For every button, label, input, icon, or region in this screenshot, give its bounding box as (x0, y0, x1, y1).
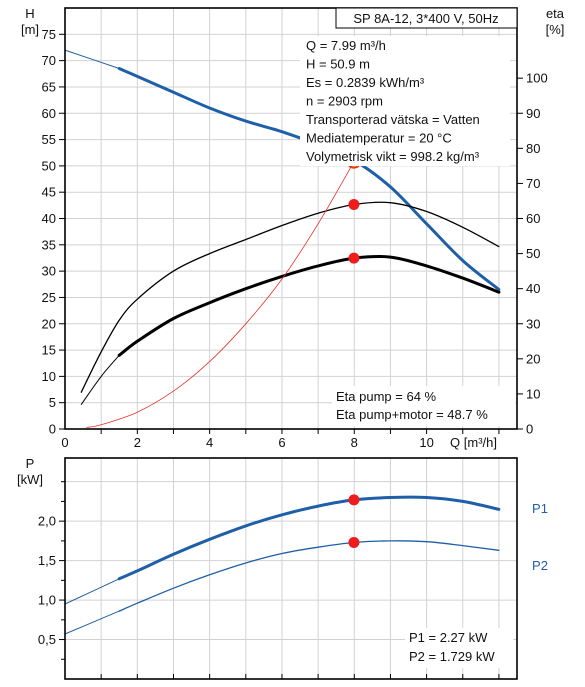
right-tick-label: 50 (526, 246, 540, 261)
eta-box (332, 386, 515, 426)
right-tick-label: 30 (526, 316, 540, 331)
left-tick-label: 15 (42, 343, 56, 358)
efficiency-info: Eta pump = 64 % Eta pump+motor = 48.7 % (336, 389, 488, 422)
power-axis-unit: [kW] (17, 472, 43, 487)
bottom-series (64, 494, 501, 635)
left-tick-label: 20 (42, 316, 56, 331)
top-series-line-4 (80, 354, 120, 405)
info-box (300, 36, 510, 166)
right-tick-label: 40 (526, 281, 540, 296)
legend-p1: P1 (532, 501, 548, 516)
right-tick-label: 60 (526, 211, 540, 226)
top-ticks: 0510152025303540455055606570750102030405… (42, 27, 548, 450)
duty-point-marker (348, 252, 360, 264)
left-tick-label: 40 (42, 211, 56, 226)
power-info: P1 = 2.27 kW P2 = 1.729 kW (409, 630, 495, 664)
power-series-line-3 (64, 610, 120, 635)
power-tick-label: 1,0 (38, 593, 56, 608)
right-tick-label: 0 (526, 422, 533, 437)
top-plot-frame (64, 7, 518, 430)
right-tick-label: 10 (526, 386, 540, 401)
top-series-line-3 (117, 254, 501, 357)
left-tick-label: 25 (42, 290, 56, 305)
duty-point-marker (348, 198, 360, 210)
power-point-marker (348, 494, 360, 506)
right-tick-label: 100 (526, 71, 548, 86)
right-tick-label: 90 (526, 106, 540, 121)
power-box (405, 628, 513, 668)
info-line: Transporterad vätska = Vatten (306, 112, 480, 127)
right-tick-label: 80 (526, 141, 540, 156)
left-tick-label: 30 (42, 264, 56, 279)
left-tick-label: 75 (42, 27, 56, 42)
left-tick-label: 70 (42, 53, 56, 68)
power-tick-label: 2,0 (38, 514, 56, 529)
power-series-line-0 (117, 495, 501, 581)
operating-point-info: Q = 7.99 m³/h H = 50.9 m Es = 0.2839 kWh/m… (306, 38, 480, 164)
bottom-ticks: 0,5 1,0 1,5 2,0 (38, 481, 500, 679)
x-tick-label: 2 (134, 435, 141, 450)
x-tick-label: 4 (206, 435, 213, 450)
x-tick-label: 0 (61, 435, 68, 450)
left-axis-label: H (25, 6, 34, 21)
power-line: P2 = 1.729 kW (409, 649, 495, 664)
chart-title: SP 8A-12, 3*400 V, 50Hz (353, 11, 498, 26)
left-tick-label: 10 (42, 369, 56, 384)
power-series-line-2 (118, 540, 500, 612)
left-tick-label: 50 (42, 158, 56, 173)
info-line: Mediatemperatur = 20 °C (306, 131, 452, 146)
power-series-line-1 (64, 578, 120, 605)
left-tick-label: 0 (49, 422, 56, 437)
top-series-line-5 (86, 160, 355, 428)
power-line: P1 = 2.27 kW (409, 630, 488, 645)
info-line: Volymetrisk vikt = 998.2 kg/m³ (306, 149, 480, 164)
x-tick-label: 6 (278, 435, 285, 450)
right-tick-label: 20 (526, 351, 540, 366)
bottom-plot-frame (64, 457, 518, 680)
left-tick-label: 5 (49, 395, 56, 410)
top-series-line-2 (80, 201, 500, 393)
right-axis-label: eta (546, 6, 565, 21)
eta-line: Eta pump+motor = 48.7 % (336, 407, 488, 422)
power-tick-label: 0,5 (38, 632, 56, 647)
top-series-line-1 (64, 49, 120, 69)
info-line: H = 50.9 m (306, 57, 370, 72)
right-tick-label: 70 (526, 176, 540, 191)
legend-p2: P2 (532, 558, 548, 573)
eta-line: Eta pump = 64 % (336, 389, 437, 404)
info-line: Es = 0.2839 kWh/m³ (306, 75, 425, 90)
x-axis-label: Q [m³/h] (450, 435, 497, 450)
title-box (335, 7, 518, 29)
info-line: Q = 7.99 m³/h (306, 38, 386, 53)
left-tick-label: 45 (42, 185, 56, 200)
left-tick-label: 35 (42, 237, 56, 252)
left-tick-label: 55 (42, 132, 56, 147)
x-tick-label: 10 (419, 435, 433, 450)
left-tick-label: 60 (42, 106, 56, 121)
left-axis-unit: [m] (21, 22, 39, 37)
power-tick-label: 1,5 (38, 553, 56, 568)
power-point-marker (348, 537, 360, 549)
info-line: n = 2903 rpm (306, 94, 383, 109)
right-axis-unit: [%] (546, 22, 565, 37)
left-tick-label: 65 (42, 79, 56, 94)
power-axis-label: P (26, 456, 35, 471)
x-tick-label: 8 (351, 435, 358, 450)
